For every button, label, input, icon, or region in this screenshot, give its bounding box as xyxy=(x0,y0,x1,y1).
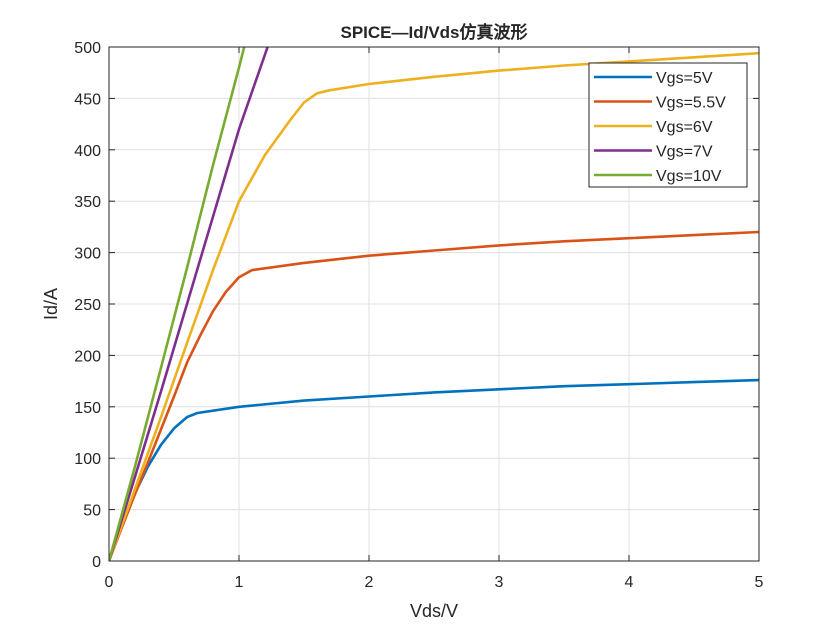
series-line-vgs-10v xyxy=(109,47,246,561)
series-group xyxy=(109,47,759,561)
series-line-vgs-7v xyxy=(109,47,269,561)
series-line-vgs-6v xyxy=(109,51,759,561)
y-axis-label: Id/A xyxy=(41,288,61,320)
y-tick-label: 150 xyxy=(74,400,101,417)
y-tick-label: 200 xyxy=(74,348,101,365)
legend: Vgs=5V Vgs=5.5V Vgs=6V Vgs=7V Vgs=10V xyxy=(588,62,748,188)
x-tick-label: 3 xyxy=(495,574,504,591)
y-tick-label: 300 xyxy=(74,246,101,263)
x-tick-label: 2 xyxy=(365,574,374,591)
y-tick-label: 450 xyxy=(74,91,101,108)
legend-label: Vgs=7V xyxy=(656,144,713,161)
x-tick-label: 4 xyxy=(625,574,634,591)
legend-label: Vgs=5V xyxy=(656,70,713,87)
y-tick-label: 350 xyxy=(74,194,101,211)
y-tick-label: 100 xyxy=(74,451,101,468)
legend-label: Vgs=6V xyxy=(656,119,713,136)
x-tick-label: 0 xyxy=(105,574,114,591)
y-tick-label: 500 xyxy=(74,40,101,57)
series-line-vgs-5-5v xyxy=(109,230,759,561)
y-tick-label: 250 xyxy=(74,297,101,314)
y-tick-label: 50 xyxy=(83,503,101,520)
legend-label: Vgs=5.5V xyxy=(656,95,726,112)
y-tick-label: 0 xyxy=(92,554,101,571)
grid xyxy=(108,46,760,562)
legend-label: Vgs=10V xyxy=(656,168,722,185)
y-tick-label: 400 xyxy=(74,143,101,160)
x-axis-label: Vds/V xyxy=(410,601,458,621)
x-tick-label: 1 xyxy=(235,574,244,591)
chart-title: SPICE—Id/Vds仿真波形 xyxy=(340,22,527,42)
x-tick-label: 5 xyxy=(755,574,764,591)
